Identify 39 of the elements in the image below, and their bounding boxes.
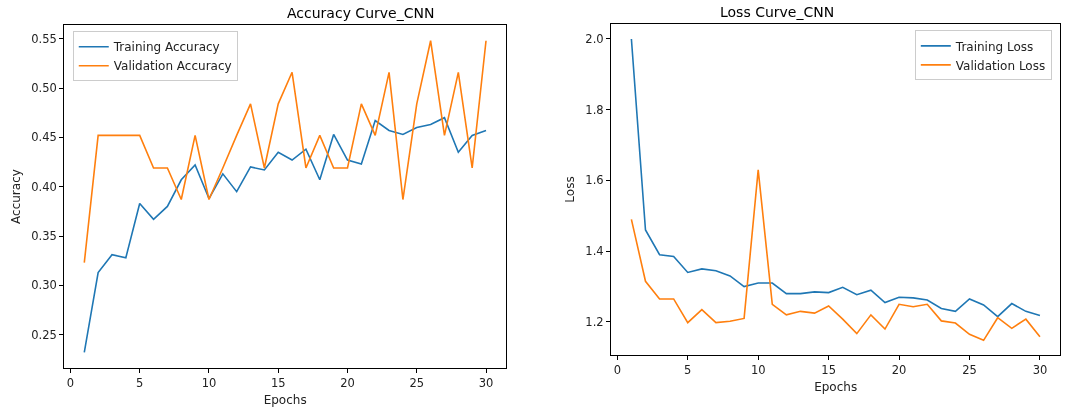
x-tick-label: 30: [478, 375, 494, 390]
y-tick-label: 0.55: [31, 31, 57, 46]
line-series: [83, 116, 487, 354]
legend-label: Training Accuracy: [112, 40, 220, 55]
x-tick-label: 15: [270, 375, 286, 390]
y-tick-label: 1.2: [585, 314, 604, 329]
chart-title: Loss Curve_CNN: [720, 4, 835, 20]
y-tick-label: 0.50: [31, 81, 57, 96]
x-tick-label: 5: [136, 375, 144, 390]
line-series: [630, 169, 1041, 342]
x-tick-label: 30: [1032, 362, 1048, 377]
x-tick-label: 5: [684, 362, 692, 377]
x-axis-title: Epochs: [814, 379, 858, 394]
x-tick-label: 15: [821, 362, 836, 377]
y-axis-title: Loss: [562, 176, 577, 203]
y-tick-label: 2.0: [585, 32, 604, 47]
x-tick-label: 10: [750, 362, 766, 377]
legend-label: Validation Loss: [955, 58, 1046, 73]
x-tick-label: 20: [891, 362, 907, 377]
x-tick-label: 25: [962, 362, 977, 377]
y-tick-label: 1.8: [585, 102, 604, 117]
y-tick-label: 0.25: [31, 327, 57, 342]
y-tick-label: 0.30: [31, 278, 57, 293]
x-tick-label: 25: [409, 375, 425, 390]
x-tick-label: 10: [201, 375, 217, 390]
y-tick-label: 0.35: [31, 229, 57, 244]
x-axis-title: Epochs: [263, 392, 307, 407]
legend-label: Training Loss: [954, 39, 1034, 54]
y-axis-title: Accuracy: [8, 169, 23, 224]
x-tick-label: 20: [340, 375, 355, 390]
y-tick-label: 0.40: [31, 179, 57, 194]
y-tick-label: 0.45: [31, 130, 57, 145]
y-tick-label: 1.6: [585, 173, 604, 188]
legend-label: Validation Accuracy: [113, 59, 232, 74]
x-tick-label: 0: [613, 362, 621, 377]
line-series: [83, 39, 487, 264]
chart-title: Accuracy Curve_CNN: [287, 5, 435, 21]
y-tick-label: 1.4: [585, 244, 604, 259]
x-tick-label: 0: [66, 375, 75, 390]
